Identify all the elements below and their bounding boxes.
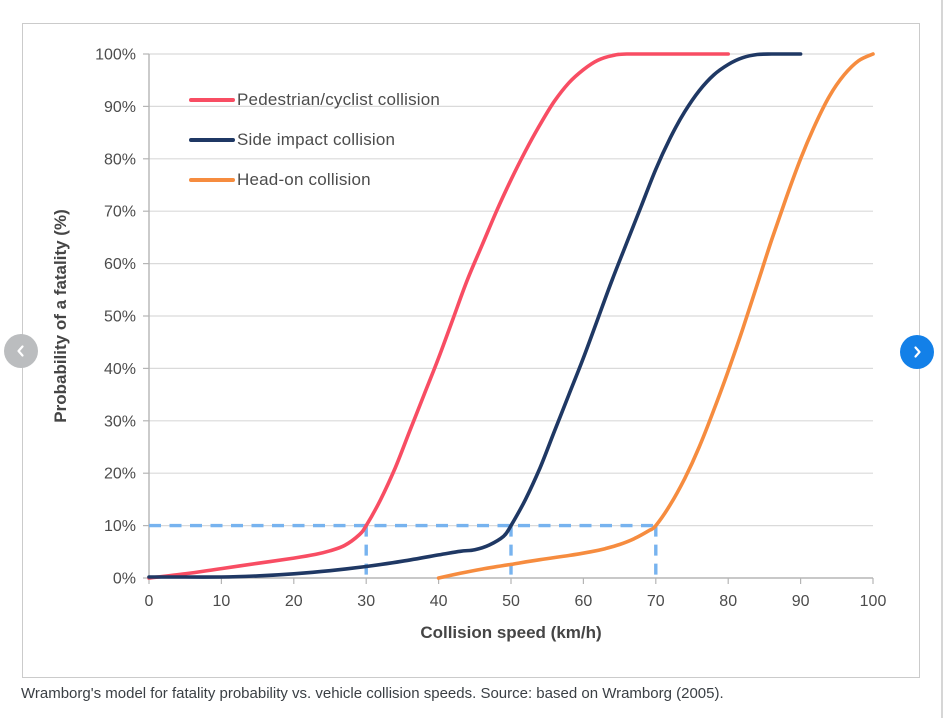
chart-legend: Pedestrian/cyclist collision Side impact… [189,87,440,193]
axes [143,53,874,584]
carousel-next-button[interactable] [900,335,934,369]
y-tick-label: 60% [104,256,136,273]
legend-swatch-side-impact [189,137,235,143]
x-tick-label: 100 [860,593,887,610]
axis-titles: Collision speed (km/h) Probability of a f… [51,209,602,642]
y-tick-label: 80% [104,151,136,168]
axis-tick-labels: 0% 10% 20% 30% 40% 50% 60% 70% 80% 90% 100% 0 10 20 30… [95,47,886,611]
x-tick-label: 20 [285,593,303,610]
y-tick-label: 30% [104,413,136,430]
legend-label-side-impact: Side impact collision [237,130,396,149]
series-line-side-impact [147,52,803,579]
x-tick-label: 90 [792,593,810,610]
y-tick-label: 50% [104,309,136,326]
page-right-divider [941,0,943,718]
y-tick-label: 100% [95,47,136,64]
legend-item-head-on: Head-on collision [189,167,440,193]
x-tick-label: 60 [575,593,593,610]
y-tick-label: 40% [104,361,136,378]
y-tick-label: 70% [104,204,136,221]
x-axis-title: Collision speed (km/h) [420,623,601,642]
legend-swatch-head-on [189,177,235,183]
legend-item-pedestrian-cyclist: Pedestrian/cyclist collision [189,87,440,113]
x-tick-label: 30 [357,593,375,610]
legend-label-pedestrian-cyclist: Pedestrian/cyclist collision [237,90,441,109]
series-line-head-on [436,52,875,580]
y-tick-label: 0% [113,571,136,588]
legend-item-side-impact: Side impact collision [189,127,440,153]
series-line-pedestrian-cyclist [147,52,730,580]
x-tick-label: 10 [213,593,231,610]
chevron-right-icon [910,345,924,359]
x-tick-label: 50 [502,593,520,610]
y-tick-label: 20% [104,466,136,483]
y-axis-title: Probability of a fatality (%) [51,209,70,422]
chart-card: 0% 10% 20% 30% 40% 50% 60% 70% 80% 90% 100% 0 10 20 30… [22,23,920,678]
y-tick-label: 90% [104,99,136,116]
x-tick-label: 70 [647,593,665,610]
legend-swatch-pedestrian-cyclist [189,97,235,103]
figure-caption: Wramborg's model for fatality probabilit… [21,685,724,702]
series-lines [147,52,875,580]
guide-lines [149,523,658,578]
legend-label-head-on: Head-on collision [237,170,371,189]
y-tick-label: 10% [104,518,136,535]
fatality-probability-chart: 0% 10% 20% 30% 40% 50% 60% 70% 80% 90% 100% 0 10 20 30… [51,47,886,643]
x-tick-label: 0 [145,593,154,610]
carousel-prev-button[interactable] [4,334,38,368]
x-tick-label: 40 [430,593,448,610]
chevron-left-icon [14,344,28,358]
x-tick-label: 80 [719,593,737,610]
